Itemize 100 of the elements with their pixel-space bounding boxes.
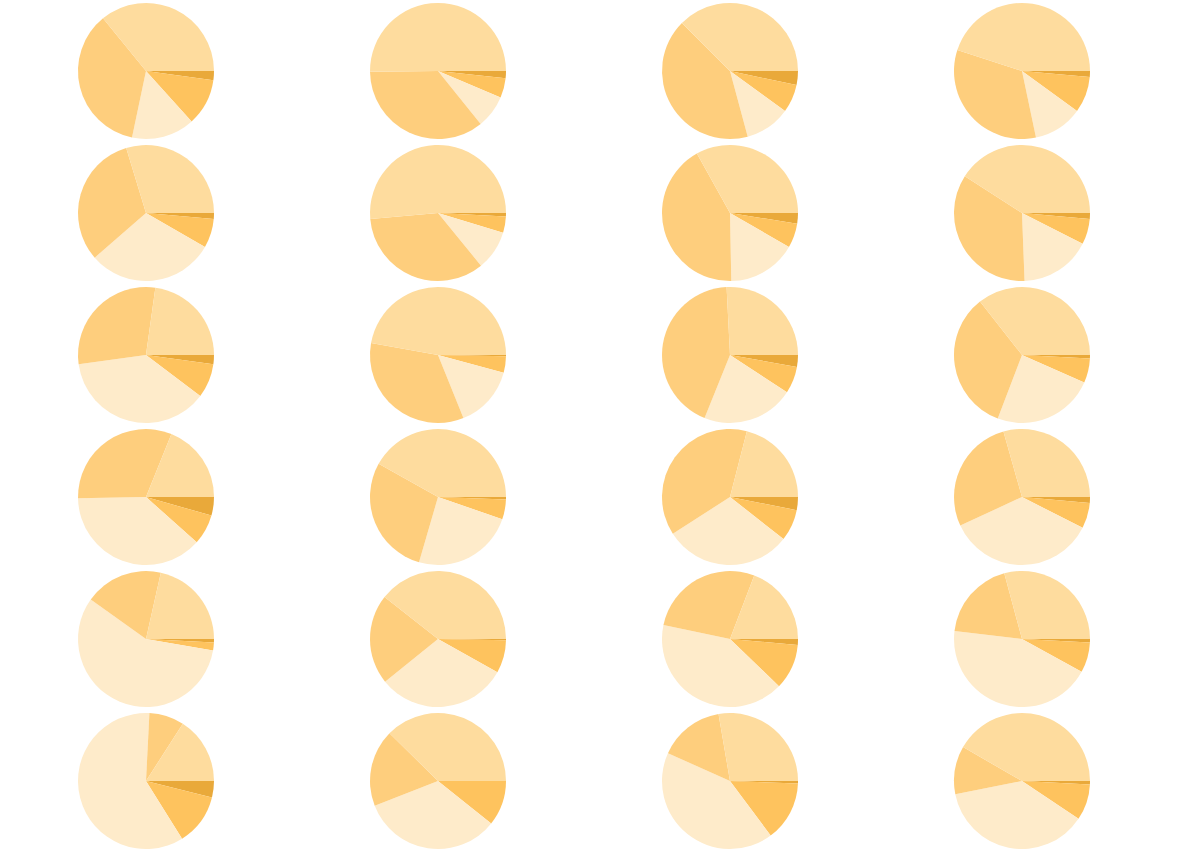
pie-slice (371, 287, 506, 355)
pie-slice (370, 213, 482, 281)
pie-slice (146, 639, 214, 651)
pie-slice (438, 639, 506, 673)
pie-slice (438, 213, 504, 266)
pie-slice (1022, 213, 1090, 244)
pie-slice (1022, 497, 1090, 503)
pie-slice (730, 71, 798, 85)
pie-slice (146, 355, 214, 396)
pie-slice (718, 713, 798, 781)
pie-slice (78, 287, 156, 365)
pie-slice (146, 723, 214, 781)
pie-slice (438, 355, 506, 373)
pie-slice (730, 431, 798, 497)
pie-slice (681, 3, 798, 71)
pie-slice (78, 713, 183, 849)
pie-slice (1022, 71, 1090, 111)
pie-slice (1022, 639, 1090, 672)
pie-slice (662, 287, 730, 419)
pie-slice (730, 639, 798, 687)
pie-slice (1022, 213, 1090, 219)
pie-slice (730, 781, 798, 836)
pie-slice (957, 3, 1090, 71)
pie-slice (378, 429, 506, 497)
pie-slice (730, 355, 798, 367)
pie-slice (438, 71, 506, 98)
pie-slice (370, 463, 438, 563)
pie-slice (730, 213, 789, 281)
pie-slice (979, 287, 1090, 355)
pie-slice (954, 176, 1025, 281)
pie-slice (146, 713, 183, 781)
pie-slice (662, 22, 748, 139)
pie-slice (78, 147, 146, 258)
pie-slice (146, 213, 214, 247)
pie-slice (146, 433, 214, 497)
pie-slice (1022, 71, 1090, 77)
pie-slice (960, 497, 1083, 565)
pie-slice (955, 781, 1079, 849)
pie-slice (146, 497, 212, 543)
pie-slice (146, 355, 214, 365)
pie-slice (663, 571, 755, 639)
pie-slice (662, 429, 747, 534)
pie-slice (146, 781, 214, 798)
pie-slice (438, 355, 504, 419)
pie-slice (726, 287, 798, 355)
pie-slice (438, 213, 506, 233)
pie-slice (370, 3, 506, 72)
pie-slice (667, 713, 730, 781)
pie-slice (1022, 355, 1090, 383)
pie-slice (370, 145, 506, 219)
pie-slice (78, 355, 201, 423)
pie-slice (438, 497, 506, 520)
pie-slice (1003, 429, 1090, 497)
pie-slice (146, 71, 214, 122)
pie-slice (662, 153, 732, 281)
pie-slice (730, 575, 798, 639)
pie-slice (730, 71, 786, 137)
pie-slice (954, 49, 1036, 139)
pie-slice (419, 497, 503, 565)
pie-slice (954, 431, 1022, 526)
pie-slice (704, 355, 787, 423)
pie-slice (730, 213, 798, 224)
pie-slice (730, 497, 798, 511)
pie-slice (370, 596, 438, 682)
pie-slice (132, 71, 192, 139)
pie-slice (730, 213, 798, 247)
pie-slice (963, 713, 1090, 781)
pie-slice (370, 71, 481, 139)
pie-slice (954, 747, 1022, 795)
pie-slice (954, 573, 1022, 639)
pie-slice (370, 343, 464, 423)
pie-slice (1022, 781, 1090, 819)
pie-slice (696, 145, 798, 213)
pie-slice (102, 3, 214, 71)
pie-slice (1022, 497, 1090, 528)
pie-slice (78, 429, 172, 499)
pie-slice (954, 630, 1082, 707)
pie-slice (146, 572, 214, 639)
pie-slice (90, 571, 161, 639)
pie-slice (730, 355, 797, 393)
pie-slice (1022, 213, 1083, 281)
pie-slice (730, 639, 798, 645)
pie-slice (146, 287, 214, 355)
pie-slice (146, 781, 212, 839)
pie-slice (730, 71, 797, 111)
pie-slice (438, 71, 506, 79)
pie-slice (964, 145, 1090, 213)
pie-slice (385, 639, 498, 707)
pie-slice (662, 625, 779, 707)
pie-slice (146, 213, 214, 219)
pie-slice (78, 599, 214, 707)
pie-slice (954, 301, 1022, 419)
pie-slice (1004, 571, 1090, 639)
pie-slice (94, 213, 205, 281)
pie-slice (997, 355, 1085, 423)
pie-slice (1022, 71, 1078, 138)
pie-slice (146, 71, 214, 81)
pie-slice (384, 571, 506, 639)
pie-slice (438, 71, 501, 124)
pie-slice (730, 497, 797, 540)
